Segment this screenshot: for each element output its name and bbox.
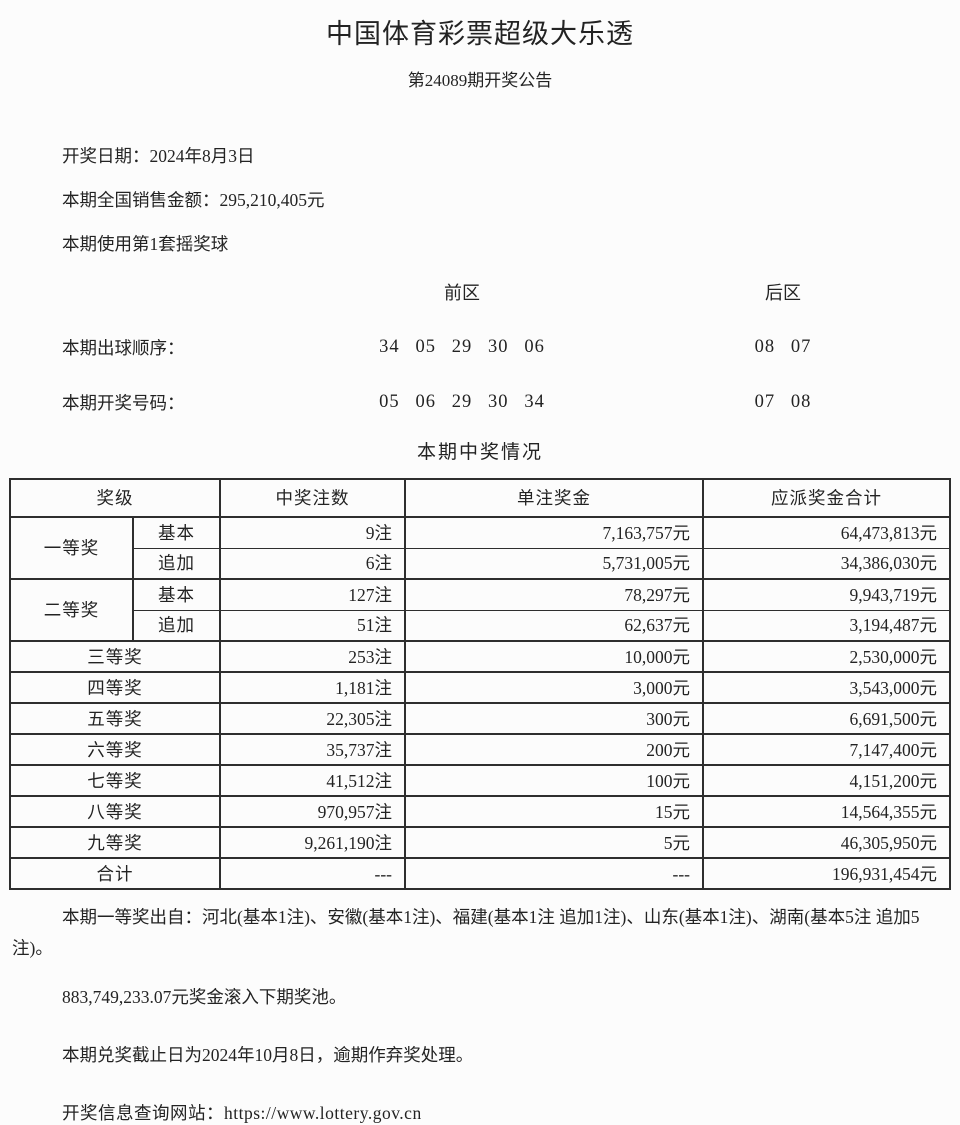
- prize-section-title: 本期中奖情况: [416, 442, 543, 463]
- prize-level-cell: 九等奖: [9, 826, 221, 859]
- winning-back-numbers: 07 08: [754, 392, 812, 412]
- total-prize-cell: 3,194,487元: [702, 609, 951, 642]
- total-prize-cell: 3,543,000元: [702, 671, 951, 704]
- table-row-seventh-prize: 七等奖 41,512注 100元 4,151,200元: [9, 764, 951, 797]
- zone-header-row: 前区 后区: [0, 279, 960, 305]
- draw-order-back-numbers: 08 07: [754, 337, 812, 357]
- count-cell: 9,261,190注: [219, 826, 406, 859]
- count-cell: 970,957注: [219, 795, 406, 828]
- draw-order-front-numbers: 34 05 29 30 06: [379, 337, 545, 357]
- count-cell: 253注: [219, 640, 406, 673]
- single-prize-cell: 10,000元: [404, 640, 704, 673]
- total-prize-cell: 6,691,500元: [702, 702, 951, 735]
- total-prize-cell: 34,386,030元: [702, 547, 951, 580]
- draw-order-row: 本期出球顺序： 34 05 29 30 06 08 07: [0, 335, 960, 360]
- table-row-first-prize-basic: 一等奖 基本 9注 7,163,757元 64,473,813元: [9, 516, 951, 580]
- single-prize-cell: 300元: [404, 702, 704, 735]
- winning-numbers-row: 本期开奖号码： 05 06 29 30 34 07 08: [0, 390, 960, 415]
- table-row-second-prize-basic: 二等奖 基本 127注 78,297元 9,943,719元: [9, 578, 951, 642]
- single-prize-cell: 15元: [404, 795, 704, 828]
- table-row-fourth-prize: 四等奖 1,181注 3,000元 3,543,000元: [9, 671, 951, 704]
- prize-subtype-cell: 基本: [132, 516, 221, 549]
- first-prize-origin-note: 本期一等奖出自：河北(基本1注)、安徽(基本1注)、福建(基本1注 追加1注)、…: [12, 907, 920, 958]
- total-prize-cell: 196,931,454元: [702, 857, 951, 890]
- ball-set-line: 本期使用第1套摇奖球: [62, 234, 229, 254]
- prize-table: 奖级 中奖注数 单注奖金 应派奖金合计 一等奖 基本 9注 7,163,757元…: [9, 478, 951, 890]
- count-cell: 1,181注: [219, 671, 406, 704]
- table-row-eighth-prize: 八等奖 970,957注 15元 14,564,355元: [9, 795, 951, 828]
- prize-subtype-cell: 追加: [132, 609, 221, 642]
- winning-front-numbers: 05 06 29 30 34: [379, 392, 545, 412]
- col-header-count: 中奖注数: [219, 478, 406, 518]
- single-prize-cell: 5元: [404, 826, 704, 859]
- announcement-page: 中国体育彩票超级大乐透 第24089期开奖公告 开奖日期：2024年8月3日 本…: [0, 19, 960, 1123]
- sales-amount-line: 本期全国销售金额：295,210,405元: [62, 190, 325, 210]
- table-row-ninth-prize: 九等奖 9,261,190注 5元 46,305,950元: [9, 826, 951, 859]
- total-prize-cell: 4,151,200元: [702, 764, 951, 797]
- total-prize-cell: 9,943,719元: [702, 578, 951, 611]
- count-cell: 22,305注: [219, 702, 406, 735]
- front-zone-header: 前区: [444, 283, 480, 303]
- table-header-row: 奖级 中奖注数 单注奖金 应派奖金合计: [9, 478, 951, 518]
- table-row-total: 合计 --- --- 196,931,454元: [9, 857, 951, 890]
- count-cell: 35,737注: [219, 733, 406, 766]
- back-zone-header: 后区: [765, 283, 801, 303]
- col-header-single-prize: 单注奖金: [404, 478, 704, 518]
- total-prize-cell: 64,473,813元: [702, 516, 951, 549]
- single-prize-cell: 100元: [404, 764, 704, 797]
- redeem-deadline-note: 本期兑奖截止日为2024年10月8日，逾期作弃奖处理。: [62, 1045, 474, 1065]
- prize-level-cell: 一等奖: [9, 516, 134, 580]
- draw-date-line: 开奖日期：2024年8月3日: [62, 146, 255, 166]
- prize-level-cell: 八等奖: [9, 795, 221, 828]
- draw-info-block: 开奖日期：2024年8月3日 本期全国销售金额：295,210,405元 本期使…: [62, 147, 960, 253]
- total-prize-cell: 46,305,950元: [702, 826, 951, 859]
- table-row-third-prize: 三等奖 253注 10,000元 2,530,000元: [9, 640, 951, 673]
- col-header-level: 奖级: [9, 478, 221, 518]
- single-prize-cell: 200元: [404, 733, 704, 766]
- count-cell: 9注: [219, 516, 406, 549]
- prize-level-cell: 五等奖: [9, 702, 221, 735]
- single-prize-cell: ---: [404, 857, 704, 890]
- table-row-sixth-prize: 六等奖 35,737注 200元 7,147,400元: [9, 733, 951, 766]
- single-prize-cell: 78,297元: [404, 578, 704, 611]
- count-cell: ---: [219, 857, 406, 890]
- table-row-second-prize-extra: 追加 51注 62,637元 3,194,487元: [10, 609, 951, 642]
- prize-subtype-cell: 追加: [132, 547, 221, 580]
- prize-level-cell: 六等奖: [9, 733, 221, 766]
- col-header-total-prize: 应派奖金合计: [702, 478, 951, 518]
- prize-level-cell: 七等奖: [9, 764, 221, 797]
- total-prize-cell: 7,147,400元: [702, 733, 951, 766]
- prize-subtype-cell: 基本: [132, 578, 221, 611]
- table-row-first-prize-extra: 追加 6注 5,731,005元 34,386,030元: [10, 547, 951, 580]
- count-cell: 51注: [219, 609, 406, 642]
- page-title: 中国体育彩票超级大乐透: [326, 19, 634, 49]
- total-prize-cell: 2,530,000元: [702, 640, 951, 673]
- single-prize-cell: 5,731,005元: [404, 547, 704, 580]
- rollover-note: 883,749,233.07元奖金滚入下期奖池。: [62, 987, 347, 1007]
- prize-level-cell: 四等奖: [9, 671, 221, 704]
- single-prize-cell: 62,637元: [404, 609, 704, 642]
- winning-numbers-label: 本期开奖号码：: [62, 393, 185, 413]
- total-label-cell: 合计: [9, 857, 221, 890]
- count-cell: 41,512注: [219, 764, 406, 797]
- prize-level-cell: 三等奖: [9, 640, 221, 673]
- count-cell: 6注: [219, 547, 406, 580]
- table-row-fifth-prize: 五等奖 22,305注 300元 6,691,500元: [9, 702, 951, 735]
- page-subtitle: 第24089期开奖公告: [407, 71, 553, 90]
- single-prize-cell: 3,000元: [404, 671, 704, 704]
- total-prize-cell: 14,564,355元: [702, 795, 951, 828]
- count-cell: 127注: [219, 578, 406, 611]
- prize-level-cell: 二等奖: [9, 578, 134, 642]
- single-prize-cell: 7,163,757元: [404, 516, 704, 549]
- website-line: 开奖信息查询网站：https://www.lottery.gov.cn: [62, 1103, 422, 1123]
- draw-order-label: 本期出球顺序：: [62, 338, 185, 358]
